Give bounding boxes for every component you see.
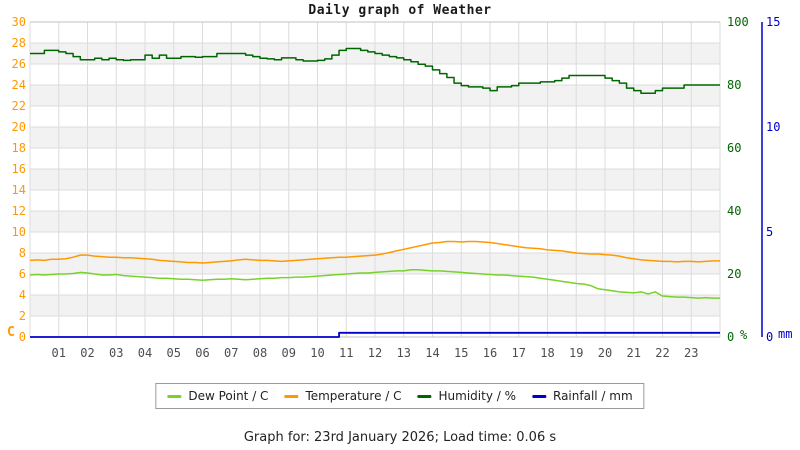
humidity-axis-tick-label: 40	[727, 204, 741, 218]
x-axis-hour-label: 15	[454, 346, 468, 360]
left-axis-tick-label: 26	[12, 57, 26, 71]
humidity-axis-tick-label: 0	[727, 330, 734, 344]
x-axis-hour-label: 11	[339, 346, 353, 360]
left-axis-tick-label: 18	[12, 141, 26, 155]
dew-point-line-swatch	[167, 394, 182, 398]
humidity-axis-tick-label: 20	[727, 267, 741, 281]
x-axis-hour-label: 13	[397, 346, 411, 360]
x-axis-hour-label: 14	[425, 346, 439, 360]
x-axis-hour-label: 07	[224, 346, 238, 360]
rainfall-axis-tick-label: 0	[766, 330, 773, 344]
graph-caption: Graph for: 23rd January 2026; Load time:…	[243, 430, 557, 445]
left-axis-tick-label: 8	[19, 246, 26, 260]
x-axis-hour-label: 23	[684, 346, 698, 360]
x-axis-hour-label: 18	[540, 346, 554, 360]
x-axis-hour-label: 21	[627, 346, 641, 360]
rainfall-axis-tick-label: 10	[766, 120, 780, 134]
legend-label-rainfall: Rainfall / mm	[553, 389, 633, 403]
left-axis-unit-label: C	[7, 325, 15, 340]
legend-label-temperature: Temperature / C	[305, 389, 402, 403]
left-axis-tick-label: 30	[12, 15, 26, 29]
temperature-series-line	[29, 240, 720, 264]
plot-gridlines	[29, 21, 721, 338]
x-axis-hour-label: 19	[569, 346, 583, 360]
legend-item-dew-point: Dew Point / C	[167, 389, 268, 403]
x-axis-hour-label: 17	[512, 346, 526, 360]
x-axis-hour-label: 22	[655, 346, 669, 360]
dew-point-series-line	[29, 269, 720, 299]
x-axis-hour-label: 05	[167, 346, 181, 360]
left-axis-tick-label: 2	[19, 309, 26, 323]
humidity-series-line	[30, 47, 720, 94]
x-axis-hour-label: 08	[253, 346, 267, 360]
x-axis-hour-label: 10	[310, 346, 324, 360]
humidity-axis-tick-label: 100	[727, 15, 749, 29]
left-axis-tick-label: 16	[12, 162, 26, 176]
legend-item-temperature: Temperature / C	[284, 389, 402, 403]
left-axis-tick-label: 20	[12, 120, 26, 134]
humidity-axis-tick-label: 80	[727, 78, 741, 92]
rainfall-axis-tick-label: 5	[766, 225, 773, 239]
chart-legend: Dew Point / C Temperature / C Humidity /…	[155, 383, 645, 409]
humidity-axis-tick-label: 60	[727, 141, 741, 155]
left-axis-tick-label: 12	[12, 204, 26, 218]
x-axis-hour-label: 09	[282, 346, 296, 360]
rainfall-series-line	[30, 331, 720, 338]
x-axis-hour-label: 12	[368, 346, 382, 360]
x-axis-hour-label: 03	[109, 346, 123, 360]
left-axis-tick-label: 0	[19, 330, 26, 344]
left-axis-tick-label: 6	[19, 267, 26, 281]
left-axis-tick-label: 10	[12, 225, 26, 239]
left-axis-tick-label: 14	[12, 183, 26, 197]
x-axis-hour-label: 20	[598, 346, 612, 360]
humidity-line-swatch	[417, 394, 432, 398]
rainfall-axis-unit-label: mm	[778, 327, 792, 341]
rainfall-line-swatch	[532, 394, 546, 398]
legend-item-rainfall: Rainfall / mm	[532, 389, 633, 403]
x-axis-hour-label: 01	[52, 346, 66, 360]
x-axis-hour-label: 02	[80, 346, 94, 360]
rainfall-axis-tick-label: 15	[766, 15, 780, 29]
left-axis-tick-label: 28	[12, 36, 26, 50]
left-axis-tick-label: 22	[12, 99, 26, 113]
left-axis-tick-label: 24	[12, 78, 26, 92]
chart-title: Daily graph of Weather	[308, 3, 492, 18]
x-axis-hour-label: 16	[483, 346, 497, 360]
legend-label-dew-point: Dew Point / C	[188, 389, 269, 403]
x-axis-labels: 01 02 03 04 05 06 07 08 09 10 11 12 13 14 15 16 17 18 19 20…	[52, 346, 699, 360]
temperature-line-swatch	[284, 394, 299, 398]
left-axis-tick-label: 4	[19, 288, 26, 302]
x-axis-hour-label: 06	[195, 346, 209, 360]
humidity-axis-labels: 0 20 40 60 80 100%	[727, 15, 749, 344]
x-axis-hour-label: 04	[138, 346, 152, 360]
rainfall-axis: 0 5 10 15 mm	[761, 15, 792, 344]
humidity-axis-unit-label: %	[740, 328, 748, 342]
legend-item-humidity: Humidity / %	[417, 389, 516, 403]
legend-label-humidity: Humidity / %	[438, 389, 516, 403]
data-series	[29, 47, 720, 338]
